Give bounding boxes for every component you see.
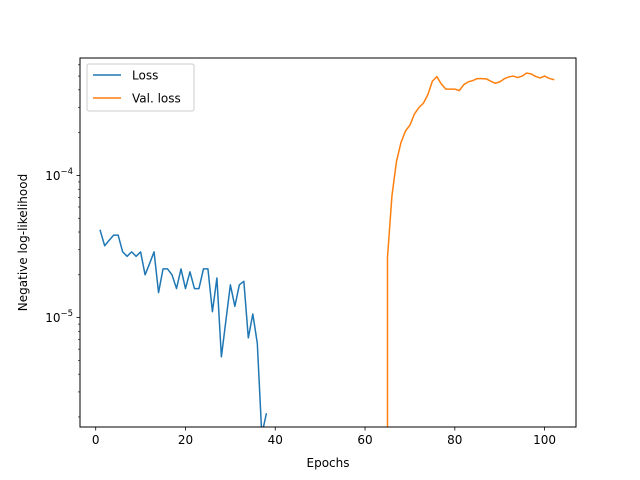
series-line-loss xyxy=(99,229,268,427)
y-tick-label: 10−5 xyxy=(45,309,73,325)
series-line-val-loss xyxy=(386,72,555,427)
x-tick-label: 80 xyxy=(447,433,462,447)
x-tick-label: 0 xyxy=(92,433,100,447)
legend: Loss Val. loss xyxy=(86,63,195,112)
legend-label-val-loss: Val. loss xyxy=(132,92,181,106)
y-axis-label: Negative log-likelihood xyxy=(16,174,30,311)
plot-area xyxy=(80,58,576,427)
plot-frame xyxy=(79,57,577,428)
x-axis-label: Epochs xyxy=(307,456,350,470)
x-tick-label: 40 xyxy=(268,433,283,447)
x-tick-label: 60 xyxy=(357,433,372,447)
legend-label-loss: Loss xyxy=(132,69,158,83)
x-tick-label: 100 xyxy=(533,433,556,447)
y-tick-label: 10−4 xyxy=(45,167,73,183)
x-tick-label: 20 xyxy=(178,433,193,447)
